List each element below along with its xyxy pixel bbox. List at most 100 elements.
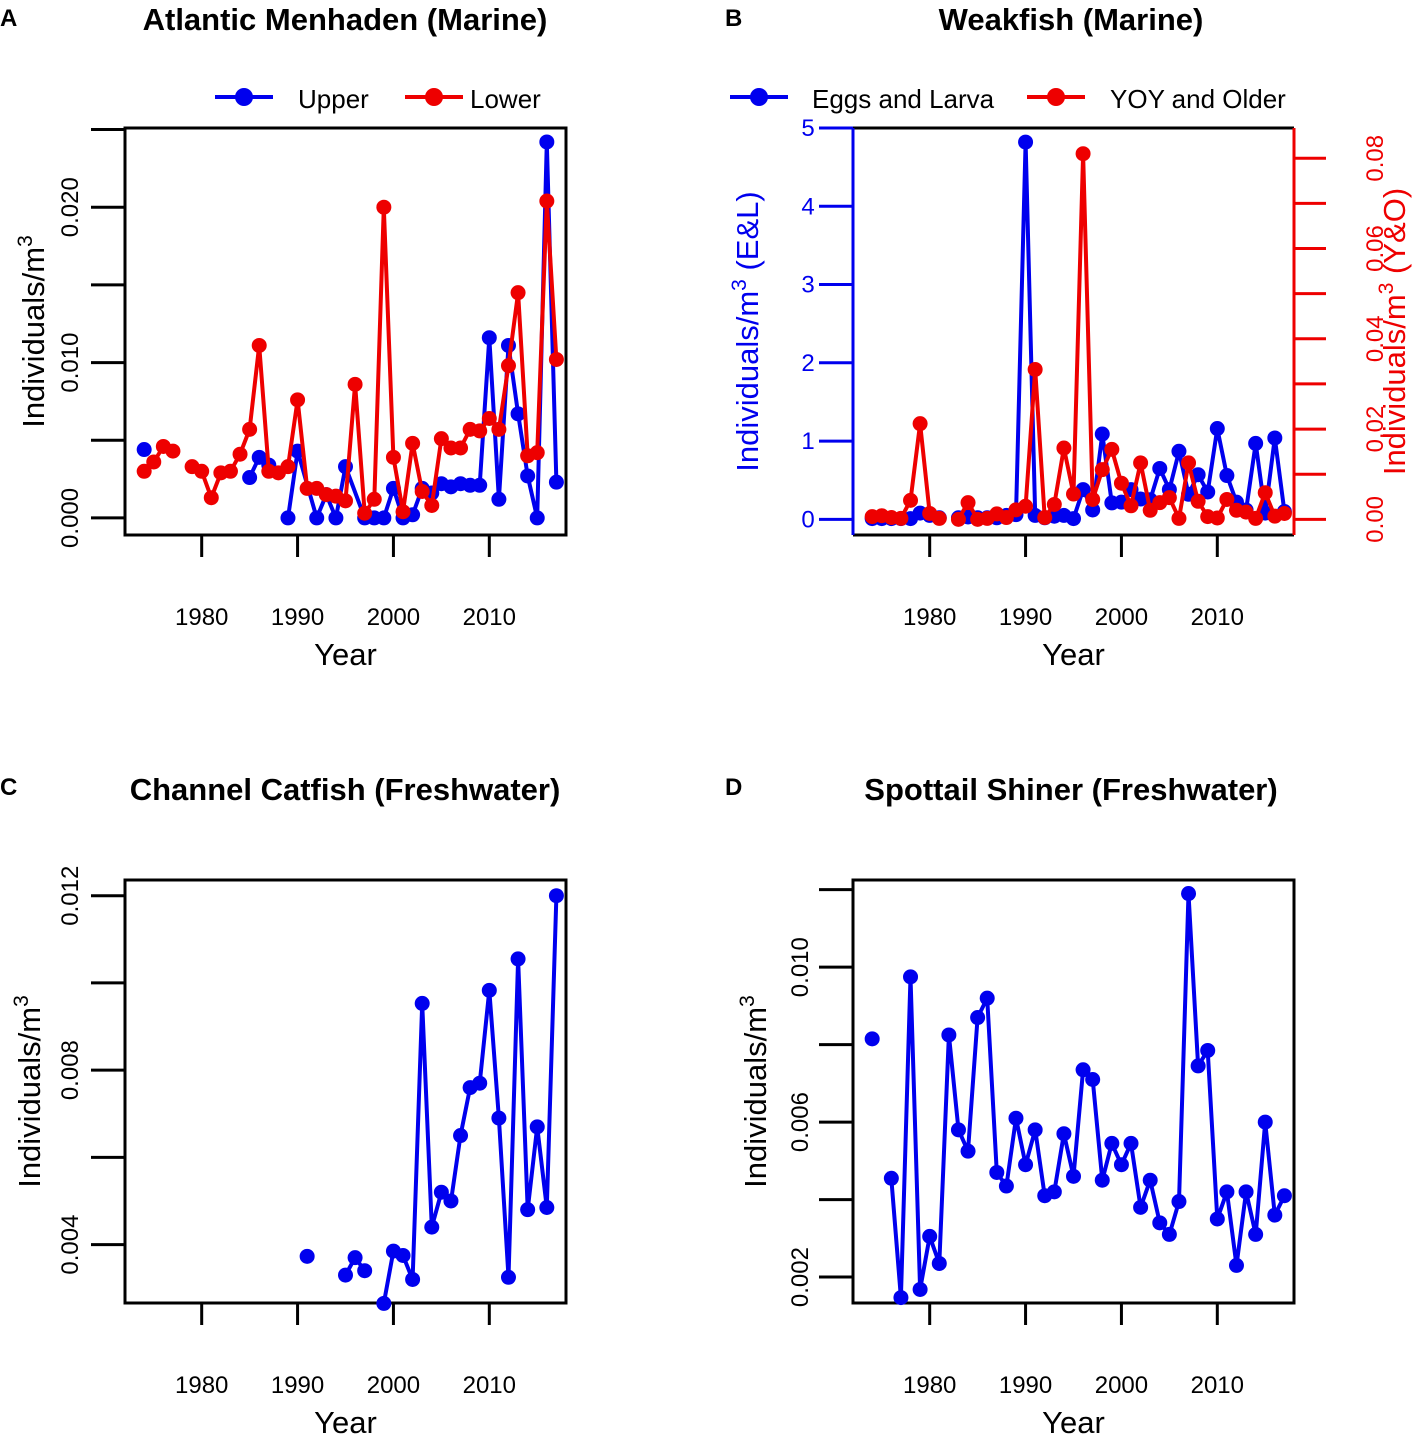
- x-tick-label: 1990: [271, 604, 324, 631]
- data-point: [1248, 1226, 1264, 1242]
- data-point: [405, 435, 421, 451]
- panel-title: Atlantic Menhaden (Marine): [143, 2, 548, 37]
- y-axis-label-superscript: 3: [728, 279, 751, 291]
- y-tick-label: 1: [801, 428, 814, 455]
- data-point: [950, 511, 966, 527]
- y-axis-label: Individuals/m3 (E&L): [728, 191, 765, 471]
- data-point: [146, 454, 162, 470]
- data-point: [347, 1250, 363, 1266]
- data-point: [366, 491, 382, 507]
- data-point: [251, 337, 267, 353]
- data-point: [1228, 1257, 1244, 1273]
- data-point: [491, 491, 507, 507]
- plot-frame: [123, 878, 568, 1305]
- data-point: [500, 358, 516, 374]
- data-point: [232, 446, 248, 462]
- data-point: [1161, 490, 1177, 506]
- data-point: [414, 995, 430, 1011]
- data-point: [424, 497, 440, 513]
- y-tick-label: 0.002: [787, 1247, 814, 1307]
- data-point: [1276, 505, 1292, 521]
- series-line: [381, 895, 559, 1304]
- y2-tick-label: 0.08: [1362, 135, 1389, 182]
- data-point: [1094, 462, 1110, 478]
- y-axis-label: Individuals/m3: [14, 235, 51, 428]
- data-point: [491, 1110, 507, 1126]
- data-point: [520, 1202, 536, 1218]
- data-point: [328, 510, 344, 526]
- data-point: [443, 1193, 459, 1209]
- data-point: [385, 449, 401, 465]
- data-point: [280, 510, 296, 526]
- data-point: [1257, 485, 1273, 501]
- data-point: [433, 431, 449, 447]
- series-main: [864, 886, 1292, 1306]
- x-tick-label: 2010: [1191, 604, 1244, 631]
- data-point: [433, 1184, 449, 1200]
- data-point: [903, 492, 919, 508]
- panel-c: C Channel Catfish (Freshwater) 1980 1990 200…: [0, 772, 568, 1439]
- legend-marker: [235, 88, 253, 106]
- data-point: [960, 1143, 976, 1159]
- data-point: [405, 1271, 421, 1287]
- x-axis-label: Year: [314, 1405, 377, 1439]
- data-point: [1133, 455, 1149, 471]
- data-point: [548, 474, 564, 490]
- x-tick-label: 1980: [175, 604, 228, 631]
- data-point: [203, 490, 219, 506]
- data-point: [922, 1228, 938, 1244]
- data-point: [1219, 468, 1235, 484]
- data-point: [1276, 1188, 1292, 1204]
- data-point: [1046, 496, 1062, 512]
- y-axis-label-superscript: 3: [14, 235, 37, 247]
- plot-frame: [123, 126, 568, 537]
- series-yoy-and-older: [864, 146, 1292, 527]
- data-point: [242, 470, 258, 486]
- series-line: [286, 140, 559, 520]
- legend-marker: [425, 88, 443, 106]
- y-axis-label: Individuals/m3: [736, 995, 773, 1188]
- legend-label: Eggs and Larva: [812, 84, 995, 114]
- legend: Upper Lower: [215, 84, 541, 114]
- data-point: [1123, 1135, 1139, 1151]
- x-tick-label: 1980: [903, 604, 956, 631]
- data-point: [1200, 1042, 1216, 1058]
- data-point: [376, 1295, 392, 1311]
- panel-a: A Atlantic Menhaden (Marine) 1980 1990 2000 2…: [0, 2, 568, 672]
- data-point: [481, 330, 497, 346]
- data-point: [1142, 1172, 1158, 1188]
- data-point: [510, 951, 526, 967]
- data-point: [1046, 1184, 1062, 1200]
- data-point: [1209, 510, 1225, 526]
- data-point: [941, 1027, 957, 1043]
- panel-title: Channel Catfish (Freshwater): [130, 772, 561, 807]
- x-tick-label: 1990: [999, 604, 1052, 631]
- data-point: [1190, 1058, 1206, 1074]
- data-point: [1248, 510, 1264, 526]
- data-point: [510, 406, 526, 422]
- data-point: [338, 1267, 353, 1283]
- panel-letter: C: [0, 774, 17, 801]
- y-tick-label: 0.006: [787, 1092, 814, 1152]
- y2-axis-label-suffix: (Y&O): [1377, 188, 1412, 283]
- x-axis-label: Year: [314, 637, 377, 672]
- legend-label: YOY and Older: [1110, 84, 1286, 114]
- data-point: [1085, 502, 1101, 518]
- y-tick-label: 5: [801, 115, 814, 142]
- x-tick-label: 2010: [463, 1372, 516, 1399]
- series-line: [958, 140, 1287, 521]
- data-point: [1248, 435, 1264, 451]
- y-tick-label: 2: [801, 350, 814, 377]
- data-point: [1008, 1110, 1024, 1126]
- data-point: [299, 1248, 315, 1264]
- panel-title: Weakfish (Marine): [939, 2, 1204, 37]
- data-point: [194, 463, 210, 479]
- data-point: [1171, 443, 1187, 459]
- y-axis-label-text: Individuals/m: [12, 1007, 47, 1188]
- data-point: [950, 1122, 966, 1138]
- data-point: [1123, 498, 1139, 514]
- data-point: [1094, 426, 1110, 442]
- data-point: [1181, 455, 1197, 471]
- data-point: [472, 1075, 488, 1091]
- data-point: [1113, 1157, 1129, 1173]
